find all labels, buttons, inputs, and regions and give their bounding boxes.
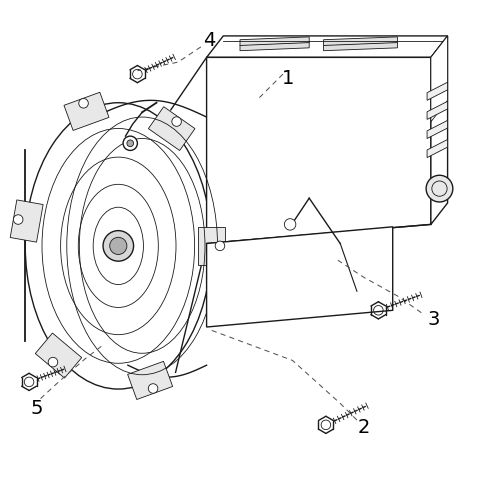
Polygon shape	[10, 200, 43, 242]
Circle shape	[103, 231, 133, 261]
Polygon shape	[206, 57, 431, 244]
Polygon shape	[240, 37, 309, 45]
Polygon shape	[427, 82, 447, 100]
Circle shape	[172, 117, 181, 126]
Ellipse shape	[25, 103, 211, 389]
Polygon shape	[148, 107, 195, 150]
Polygon shape	[206, 36, 447, 57]
Polygon shape	[240, 42, 309, 51]
Text: 4: 4	[203, 31, 215, 50]
Polygon shape	[431, 36, 447, 225]
Polygon shape	[35, 333, 82, 378]
Polygon shape	[198, 227, 225, 265]
Polygon shape	[128, 361, 173, 399]
Circle shape	[123, 136, 137, 150]
Circle shape	[110, 237, 127, 255]
Text: 1: 1	[282, 69, 294, 88]
Circle shape	[127, 140, 133, 147]
Circle shape	[148, 384, 158, 393]
Text: 5: 5	[31, 399, 43, 418]
Polygon shape	[427, 139, 447, 158]
Polygon shape	[431, 36, 447, 122]
Polygon shape	[427, 120, 447, 138]
Circle shape	[13, 215, 23, 225]
Polygon shape	[324, 37, 397, 45]
Text: 2: 2	[358, 418, 370, 437]
Circle shape	[426, 175, 453, 202]
Polygon shape	[206, 227, 393, 327]
Circle shape	[215, 241, 225, 251]
Circle shape	[284, 219, 296, 230]
Circle shape	[48, 357, 58, 367]
Circle shape	[79, 98, 88, 108]
Text: 3: 3	[427, 310, 440, 329]
Polygon shape	[324, 42, 397, 51]
Polygon shape	[427, 101, 447, 119]
Polygon shape	[64, 92, 109, 131]
